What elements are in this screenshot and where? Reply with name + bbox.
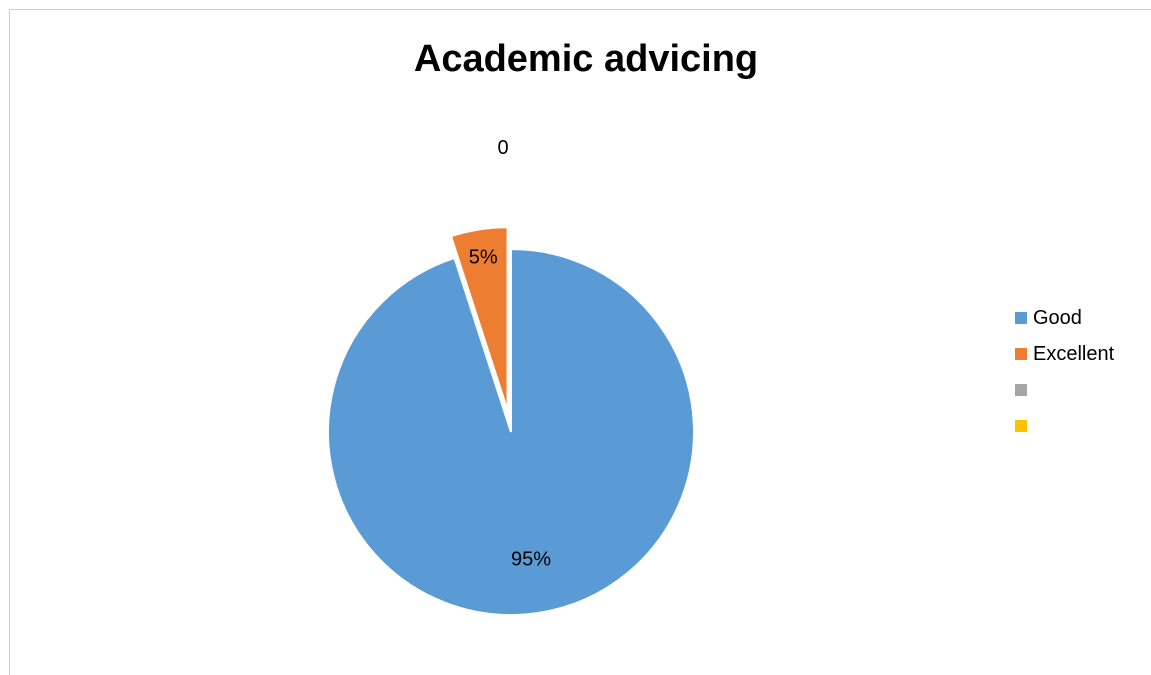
data-label: 95%	[511, 549, 551, 571]
legend-label: Excellent	[1033, 342, 1115, 365]
legend-item-4	[1015, 408, 1114, 444]
legend-swatch	[1015, 384, 1027, 396]
pie-data-labels: 95% 5% 0	[469, 137, 551, 571]
pie-slice-excellent	[449, 226, 509, 411]
legend-label: Good	[1033, 306, 1082, 329]
frame-border-top	[9, 9, 1151, 10]
legend-item-excellent: Excellent	[1015, 336, 1114, 372]
chart-title: Academic advicing	[413, 38, 759, 80]
legend-swatch	[1015, 312, 1027, 324]
legend-swatch	[1015, 420, 1027, 432]
legend-swatch	[1015, 348, 1027, 360]
frame-border-left	[9, 9, 10, 675]
pie-slices	[327, 226, 695, 616]
data-label: 5%	[469, 247, 498, 269]
legend-item-3	[1015, 372, 1114, 408]
pie-slice-good	[327, 247, 695, 616]
data-label: 0	[497, 137, 508, 159]
legend-item-good: Good	[1015, 300, 1114, 336]
legend: Good Excellent	[1015, 300, 1114, 444]
